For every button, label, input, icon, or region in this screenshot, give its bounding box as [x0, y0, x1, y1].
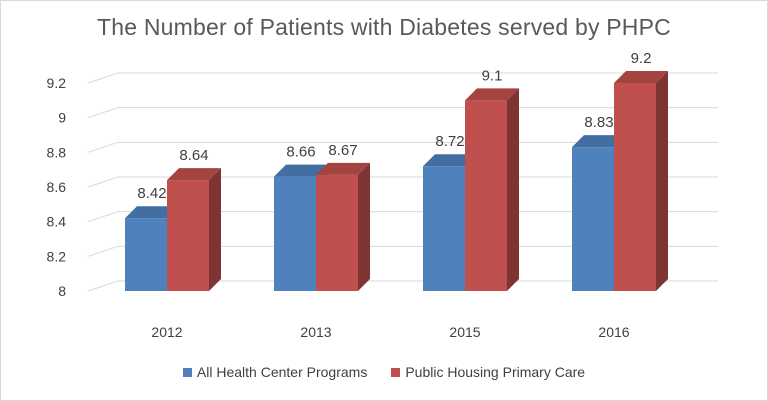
legend-item-series-2: Public Housing Primary Care: [391, 364, 585, 380]
gridline: [87, 72, 718, 84]
bar-public-housing-primary-care-2015: [465, 88, 519, 291]
legend-swatch-series-1: [182, 367, 192, 377]
x-tick-label: 2016: [598, 324, 629, 340]
data-label: 9.2: [631, 50, 652, 67]
y-tick-label: 8.6: [47, 179, 67, 195]
x-tick-label: 2012: [151, 324, 182, 340]
legend-label-series-2: Public Housing Primary Care: [405, 364, 586, 380]
y-tick-label: 8: [58, 283, 66, 299]
data-label: 9.1: [482, 67, 503, 84]
y-tick-label: 9.2: [47, 75, 67, 91]
data-label: 8.72: [435, 133, 464, 150]
data-label: 8.67: [328, 142, 357, 159]
chart-title: The Number of Patients with Diabetes ser…: [97, 14, 671, 40]
gridline: [87, 280, 718, 292]
y-tick-label: 8.2: [47, 248, 67, 264]
legend-item-series-1: All Health Center Programs: [182, 364, 368, 380]
data-label: 8.83: [584, 114, 613, 131]
bar-public-housing-primary-care-2016: [614, 71, 668, 291]
y-tick-label: 9: [58, 110, 66, 126]
x-tick-label: 2015: [449, 324, 480, 340]
data-label: 8.64: [179, 147, 208, 164]
legend-swatch-series-2: [391, 367, 401, 377]
y-tick-label: 8.8: [47, 144, 67, 160]
chart-legend: All Health Center Programs Public Housin…: [0, 364, 768, 380]
y-tick-label: 8.4: [47, 214, 67, 230]
legend-label-series-1: All Health Center Programs: [196, 364, 368, 380]
data-label: 8.66: [286, 144, 315, 161]
data-label: 8.42: [137, 185, 166, 202]
bar-public-housing-primary-care-2012: [167, 168, 221, 291]
x-tick-label: 2013: [300, 324, 331, 340]
bar-public-housing-primary-care-2013: [316, 162, 370, 291]
